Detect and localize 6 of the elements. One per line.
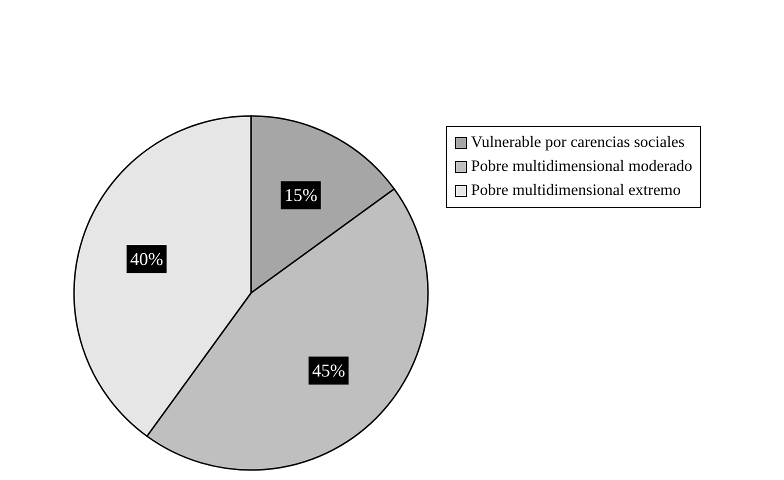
data-label: 45% <box>312 360 346 381</box>
legend-label: Pobre multidimensional extremo <box>471 181 681 201</box>
legend-label: Vulnerable por carencias sociales <box>471 133 685 153</box>
data-label: 15% <box>284 185 318 206</box>
data-label: 40% <box>130 249 164 270</box>
legend-label: Pobre multidimensional moderado <box>471 157 692 177</box>
